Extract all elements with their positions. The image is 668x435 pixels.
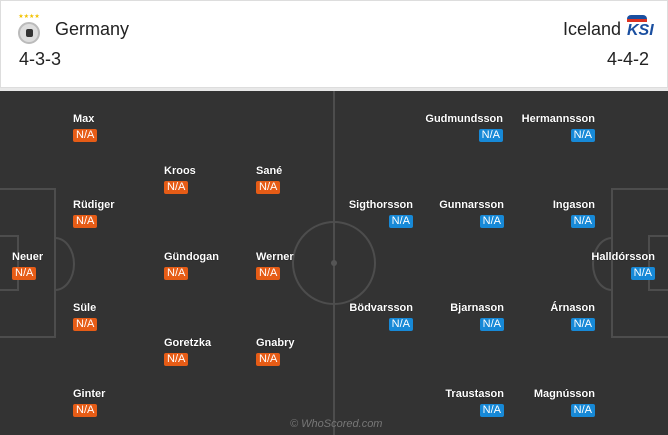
player-away[interactable]: Ingason N/A <box>553 199 595 228</box>
player-home[interactable]: Max N/A <box>73 113 98 142</box>
player-rating-badge: N/A <box>73 318 98 331</box>
player-away[interactable]: Bjarnason N/A <box>450 302 504 331</box>
player-name: Bjarnason <box>450 302 504 314</box>
player-home[interactable]: Sané N/A <box>256 165 282 194</box>
player-home[interactable]: Goretzka N/A <box>164 337 211 366</box>
player-rating-badge: N/A <box>570 404 595 417</box>
left-penalty-box <box>0 188 56 338</box>
home-team-name[interactable]: Germany <box>55 19 130 39</box>
right-penalty-box <box>611 188 668 338</box>
stars-icon: ★★★★ <box>18 14 40 20</box>
player-rating-badge: N/A <box>479 318 504 331</box>
player-name: Max <box>73 113 95 125</box>
player-away[interactable]: Bödvarsson N/A <box>349 302 413 331</box>
player-rating-badge: N/A <box>164 353 189 366</box>
player-away[interactable]: Halldórsson N/A <box>591 251 655 280</box>
player-rating-badge: N/A <box>12 267 37 280</box>
player-name: Neuer <box>12 251 44 263</box>
player-rating-badge: N/A <box>479 404 504 417</box>
player-away[interactable]: Árnason N/A <box>550 302 595 331</box>
whoscored-watermark: © WhoScored.com <box>290 418 383 430</box>
player-name: Árnason <box>550 302 595 314</box>
player-name: Traustason <box>445 388 504 400</box>
left-goal-area <box>0 235 19 291</box>
player-rating-badge: N/A <box>256 353 281 366</box>
player-name: Werner <box>256 251 294 263</box>
right-goal-area <box>648 235 668 291</box>
player-rating-badge: N/A <box>630 267 655 280</box>
player-home[interactable]: Gnabry N/A <box>256 337 295 366</box>
match-header: ★★★★ Germany 4-3-3 Iceland KSI 4-4-2 <box>0 0 668 88</box>
player-rating-badge: N/A <box>388 318 413 331</box>
pitch <box>0 91 668 435</box>
player-rating-badge: N/A <box>570 215 595 228</box>
player-home[interactable]: Ginter N/A <box>73 388 105 417</box>
player-rating-badge: N/A <box>164 181 189 194</box>
player-rating-badge: N/A <box>73 404 98 417</box>
player-name: Ginter <box>73 388 106 400</box>
player-rating-badge: N/A <box>256 181 281 194</box>
centre-circle <box>292 221 376 305</box>
player-name: Gündogan <box>164 251 219 263</box>
player-home[interactable]: Gündogan N/A <box>164 251 219 280</box>
player-name: Süle <box>73 302 97 314</box>
germany-crest-icon: ★★★★ <box>17 13 41 45</box>
player-name: Rüdiger <box>73 199 115 211</box>
player-name: Ingason <box>552 199 595 211</box>
player-home[interactable]: Kroos N/A <box>164 165 196 194</box>
ksi-logo-icon: KSI <box>627 15 657 43</box>
player-name: Halldórsson <box>591 251 655 263</box>
player-name: Gudmundsson <box>425 113 503 125</box>
player-name: Hermannsson <box>521 113 595 125</box>
player-rating-badge: N/A <box>570 318 595 331</box>
player-home[interactable]: Werner N/A <box>256 251 294 280</box>
player-name: Sané <box>256 165 283 177</box>
player-name: Kroos <box>164 165 196 177</box>
player-name: Magnússon <box>533 388 595 400</box>
player-home[interactable]: Neuer N/A <box>12 251 43 280</box>
player-name: Bödvarsson <box>349 302 413 314</box>
player-rating-badge: N/A <box>164 267 189 280</box>
home-formation: 4-3-3 <box>19 49 62 69</box>
player-rating-badge: N/A <box>479 215 504 228</box>
player-home[interactable]: Rüdiger N/A <box>73 199 115 228</box>
player-away[interactable]: Gudmundsson N/A <box>425 113 503 142</box>
player-away[interactable]: Magnússon N/A <box>534 388 595 417</box>
away-team-name[interactable]: Iceland <box>562 19 621 39</box>
player-rating-badge: N/A <box>570 129 595 142</box>
player-away[interactable]: Sigthorsson N/A <box>349 199 413 228</box>
player-rating-badge: N/A <box>256 267 281 280</box>
player-rating-badge: N/A <box>388 215 413 228</box>
centre-spot <box>331 260 337 266</box>
player-home[interactable]: Süle N/A <box>73 302 98 331</box>
player-rating-badge: N/A <box>478 129 503 142</box>
player-away[interactable]: Hermannsson N/A <box>522 113 595 142</box>
player-name: Gunnarsson <box>439 199 504 211</box>
away-formation: 4-4-2 <box>606 49 649 69</box>
player-away[interactable]: Gunnarsson N/A <box>439 199 504 228</box>
player-away[interactable]: Traustason N/A <box>445 388 504 417</box>
player-rating-badge: N/A <box>73 215 98 228</box>
player-name: Sigthorsson <box>348 199 413 211</box>
player-name: Goretzka <box>164 337 212 349</box>
player-rating-badge: N/A <box>73 129 98 142</box>
player-name: Gnabry <box>256 337 295 349</box>
